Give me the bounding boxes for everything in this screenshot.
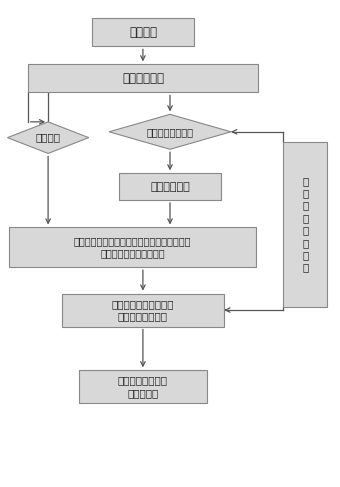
Text: 光纤陀螺: 光纤陀螺 bbox=[129, 26, 157, 39]
Polygon shape bbox=[7, 122, 89, 153]
FancyBboxPatch shape bbox=[28, 64, 258, 93]
FancyBboxPatch shape bbox=[79, 370, 207, 403]
Polygon shape bbox=[109, 114, 231, 150]
Text: 对光纤陀螺温度漂
移进行补偿: 对光纤陀螺温度漂 移进行补偿 bbox=[118, 375, 168, 398]
FancyBboxPatch shape bbox=[92, 18, 194, 46]
Text: 温度梯度: 温度梯度 bbox=[36, 132, 61, 143]
Text: 数据采集系统: 数据采集系统 bbox=[122, 72, 164, 85]
FancyBboxPatch shape bbox=[284, 142, 327, 307]
Text: 建立不同温度变化速率下的基于温度梯度的光
纤陀螺温度漂移补偿模型: 建立不同温度变化速率下的基于温度梯度的光 纤陀螺温度漂移补偿模型 bbox=[74, 236, 191, 259]
Text: 光纤陀螺输出信号: 光纤陀螺输出信号 bbox=[147, 127, 193, 137]
FancyBboxPatch shape bbox=[9, 227, 256, 267]
Text: 提升小波滤波: 提升小波滤波 bbox=[150, 182, 190, 192]
FancyBboxPatch shape bbox=[62, 294, 224, 327]
Text: 特
征
温
度
变
化
速
率: 特 征 温 度 变 化 速 率 bbox=[302, 176, 309, 272]
Text: 建立温度变化速率与模
型参数的拟合公式: 建立温度变化速率与模 型参数的拟合公式 bbox=[112, 299, 174, 321]
FancyBboxPatch shape bbox=[119, 173, 221, 200]
